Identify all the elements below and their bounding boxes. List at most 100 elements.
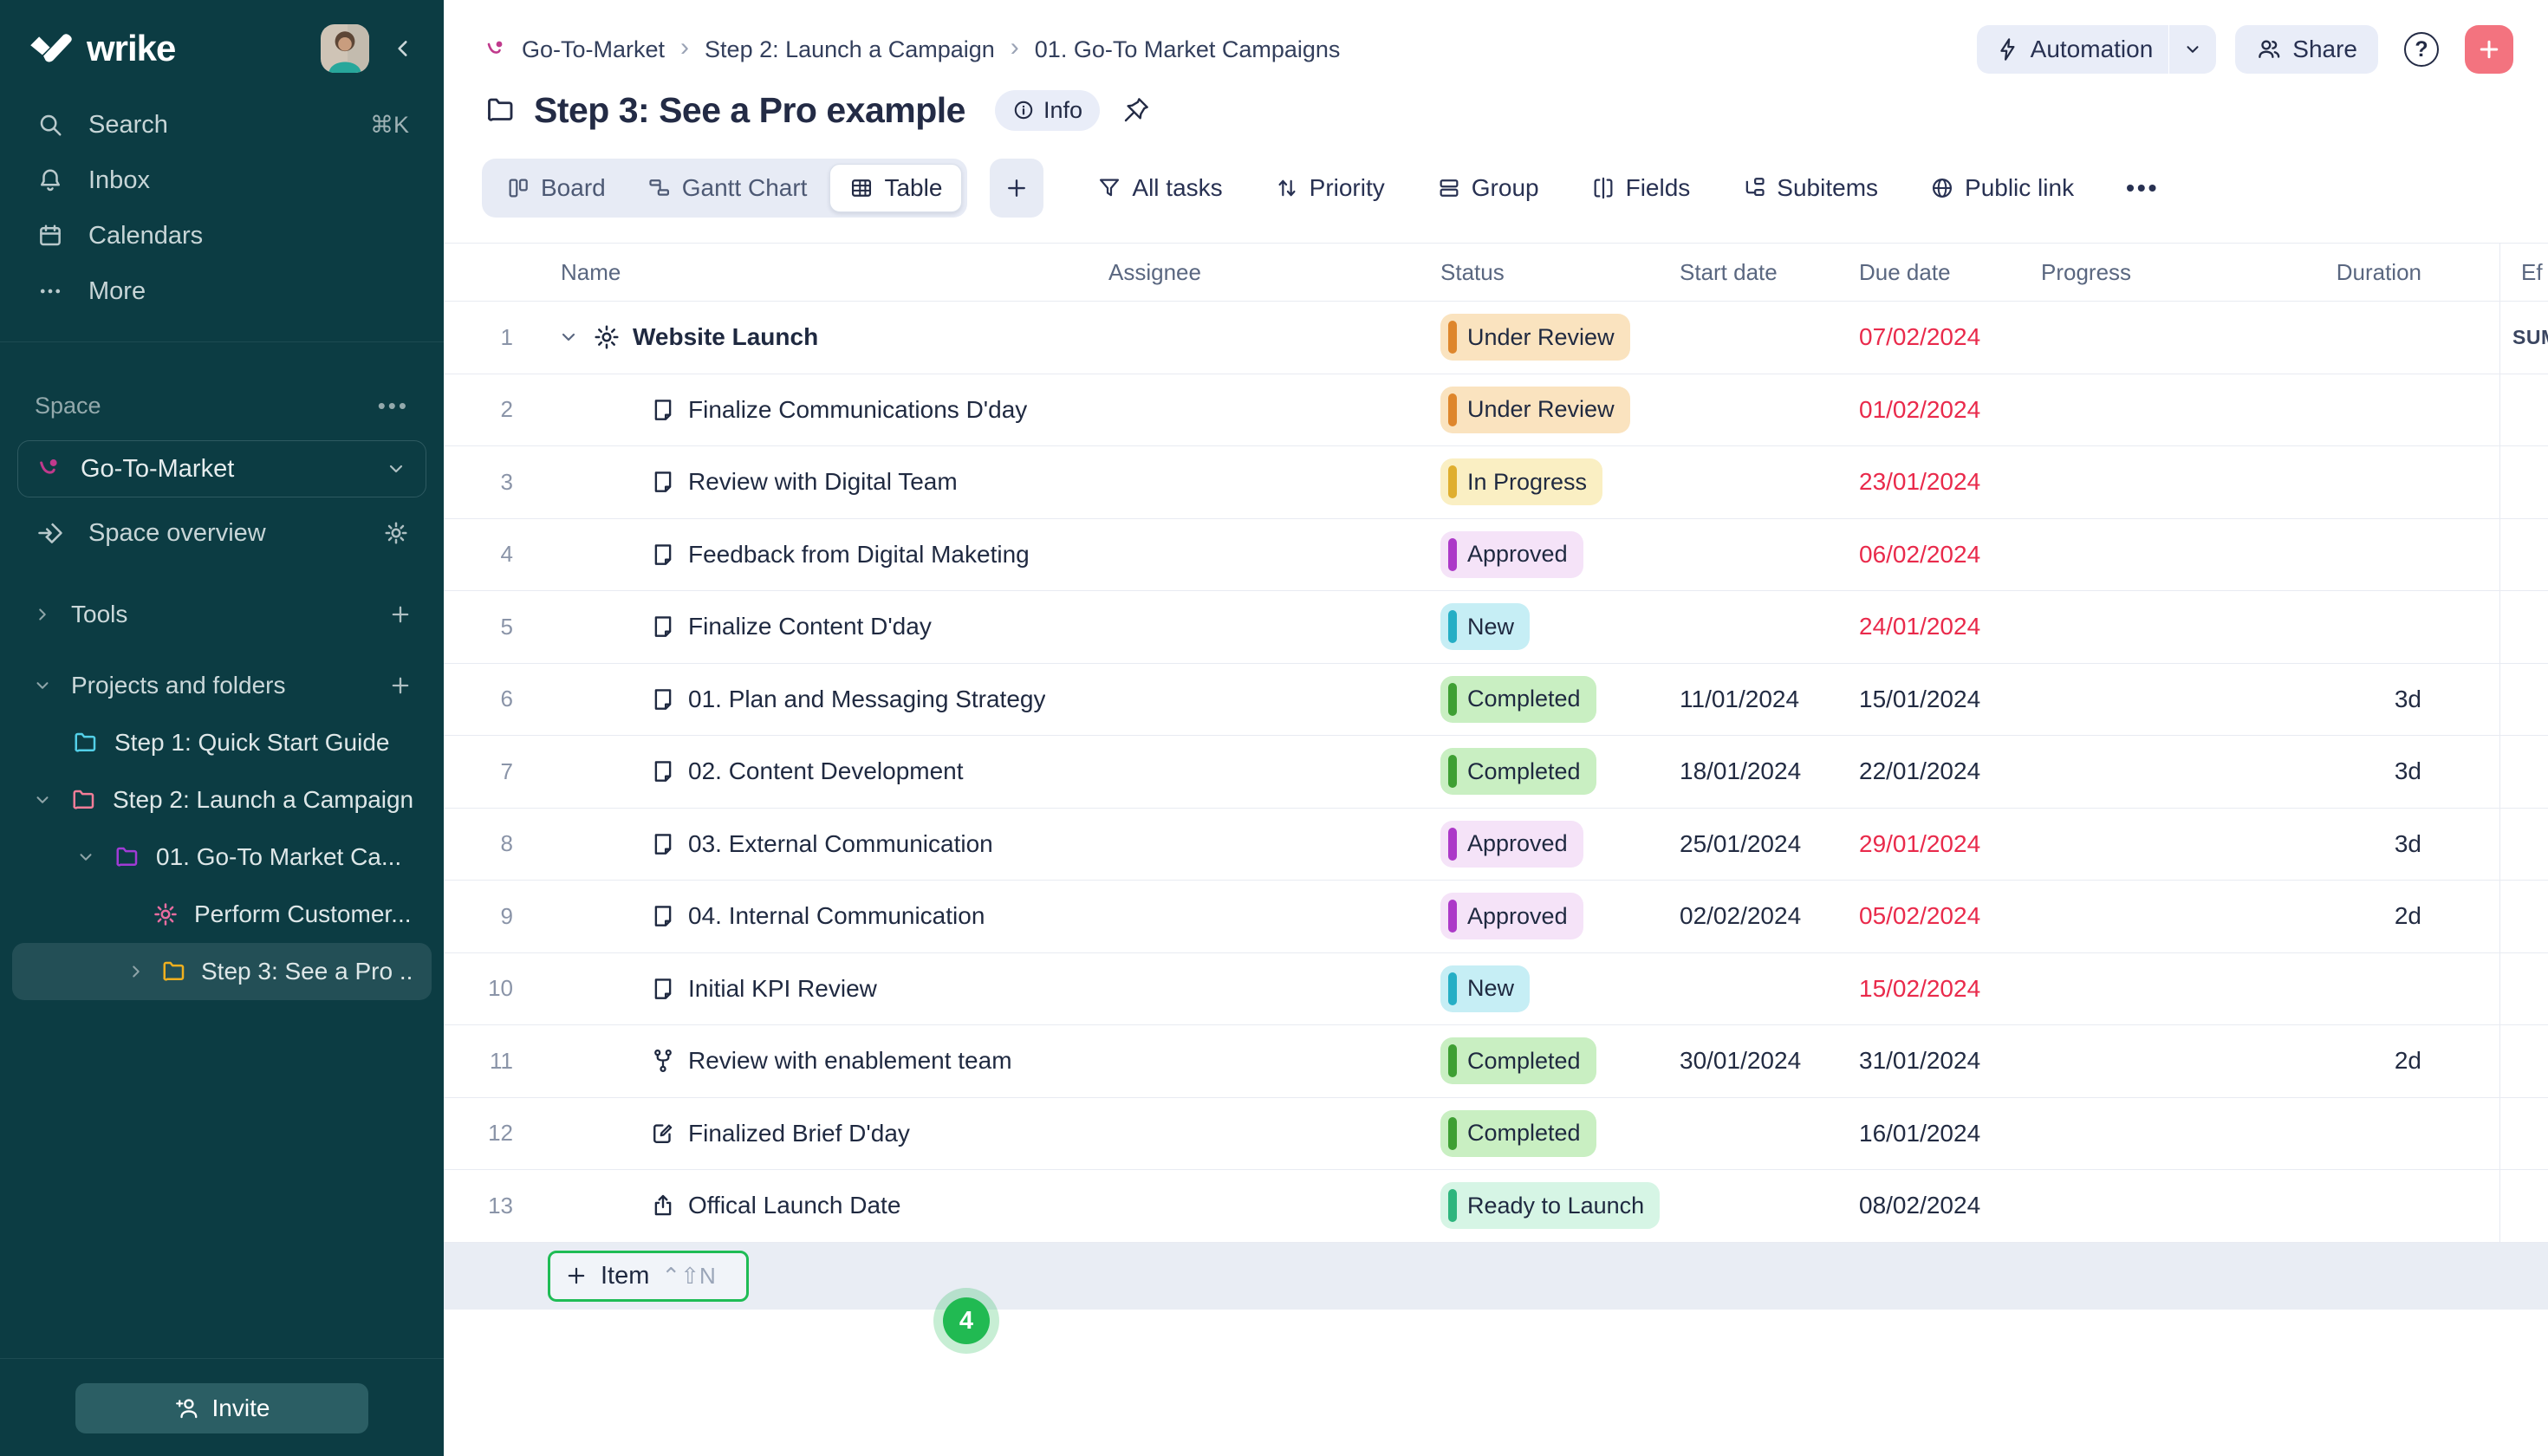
global-add-button[interactable] — [2465, 25, 2513, 74]
duration[interactable]: 3d — [2394, 757, 2421, 785]
column-header-assignee[interactable]: Assignee — [1108, 258, 1201, 285]
duration[interactable]: 2d — [2394, 1047, 2421, 1075]
task-name[interactable]: Feedback from Digital Maketing — [688, 540, 1030, 568]
table-row[interactable]: 9 04. Internal Communication Approved 02… — [444, 881, 2548, 953]
priority-sort-button[interactable]: Priority — [1270, 173, 1390, 203]
start-date[interactable]: 02/02/2024 — [1680, 902, 1802, 930]
status-badge[interactable]: Approved — [1440, 820, 1583, 868]
status-badge[interactable]: Completed — [1440, 1037, 1596, 1085]
due-date[interactable]: 29/01/2024 — [1859, 829, 1981, 857]
breadcrumb-item[interactable]: 01. Go-To Market Campaigns — [1034, 36, 1341, 62]
sidebar-item-space-overview[interactable]: Space overview — [0, 503, 444, 563]
sidebar-item-inbox[interactable]: Inbox — [0, 153, 444, 208]
task-name[interactable]: Review with Digital Team — [688, 468, 958, 496]
due-date[interactable]: 15/02/2024 — [1859, 974, 1981, 1002]
due-date[interactable]: 31/01/2024 — [1859, 1047, 1981, 1075]
start-date[interactable]: 30/01/2024 — [1680, 1047, 1802, 1075]
due-date[interactable]: 08/02/2024 — [1859, 1192, 1981, 1219]
chevron-down-icon[interactable] — [2169, 40, 2216, 59]
due-date[interactable]: 22/01/2024 — [1859, 757, 1981, 785]
status-badge[interactable]: In Progress — [1440, 458, 1603, 506]
table-row[interactable]: 1 Website Launch Under Review 07/02/2024… — [444, 302, 2548, 374]
due-date[interactable]: 07/02/2024 — [1859, 323, 1981, 351]
more-options-button[interactable]: ••• — [2121, 173, 2164, 203]
table-row[interactable]: 12 Finalized Brief D'day Completed 16/01… — [444, 1097, 2548, 1170]
due-date[interactable]: 16/01/2024 — [1859, 1119, 1981, 1147]
table-row[interactable]: 5 Finalize Content D'day New 24/01/2024 — [444, 591, 2548, 664]
tab-board[interactable]: Board — [487, 164, 625, 212]
public-link-button[interactable]: Public link — [1925, 173, 2079, 203]
add-view-button[interactable] — [990, 159, 1044, 218]
start-date[interactable]: 25/01/2024 — [1680, 829, 1802, 857]
task-name[interactable]: Website Launch — [633, 323, 819, 351]
status-badge[interactable]: Completed — [1440, 748, 1596, 796]
status-badge[interactable]: New — [1440, 603, 1531, 651]
duration[interactable]: 2d — [2394, 902, 2421, 930]
sidebar-item-perform-customer[interactable]: Perform Customer... — [0, 886, 444, 943]
table-row[interactable]: 13 Offical Launch Date Ready to Launch 0… — [444, 1170, 2548, 1243]
task-name[interactable]: Initial KPI Review — [688, 974, 877, 1002]
due-date[interactable]: 05/02/2024 — [1859, 902, 1981, 930]
due-date[interactable]: 06/02/2024 — [1859, 540, 1981, 568]
start-date[interactable]: 11/01/2024 — [1680, 685, 1800, 712]
expand-chevron-icon[interactable] — [558, 327, 579, 348]
status-badge[interactable]: Approved — [1440, 530, 1583, 578]
breadcrumb-item[interactable]: Step 2: Launch a Campaign — [705, 36, 995, 62]
add-item-button[interactable]: Item ⌃⇧N — [548, 1250, 749, 1302]
task-name[interactable]: Review with enablement team — [688, 1047, 1012, 1075]
group-button[interactable]: Group — [1432, 173, 1544, 203]
status-badge[interactable]: Completed — [1440, 1109, 1596, 1157]
table-row[interactable]: 6 01. Plan and Messaging Strategy Comple… — [444, 663, 2548, 736]
space-menu-icon[interactable]: ••• — [377, 393, 409, 419]
duration[interactable]: 3d — [2394, 685, 2421, 712]
status-badge[interactable]: Under Review — [1440, 386, 1630, 433]
sidebar-item-calendars[interactable]: Calendars — [0, 208, 444, 263]
table-row[interactable]: 10 Initial KPI Review New 15/02/2024 — [444, 952, 2548, 1025]
status-badge[interactable]: New — [1440, 965, 1531, 1012]
subitems-button[interactable]: Subitems — [1737, 173, 1883, 203]
status-badge[interactable]: Completed — [1440, 675, 1596, 723]
due-date[interactable]: 01/02/2024 — [1859, 395, 1981, 423]
tab-gantt-chart[interactable]: Gantt Chart — [628, 164, 827, 212]
sidebar-item-step2[interactable]: Step 2: Launch a Campaign — [0, 771, 444, 829]
invite-button[interactable]: Invite — [75, 1383, 368, 1433]
info-button[interactable]: Info — [994, 89, 1101, 131]
task-name[interactable]: 04. Internal Communication — [688, 902, 985, 930]
task-name[interactable]: Offical Launch Date — [688, 1192, 901, 1219]
avatar[interactable] — [321, 24, 369, 73]
due-date[interactable]: 15/01/2024 — [1859, 685, 1981, 712]
task-name[interactable]: 01. Plan and Messaging Strategy — [688, 685, 1046, 712]
task-name[interactable]: Finalize Communications D'day — [688, 395, 1028, 423]
table-row[interactable]: 2 Finalize Communications D'day Under Re… — [444, 374, 2548, 446]
table-row[interactable]: 3 Review with Digital Team In Progress 2… — [444, 446, 2548, 519]
column-header-due-date[interactable]: Due date — [1859, 258, 1951, 285]
tutorial-step-badge[interactable]: 4 — [943, 1297, 990, 1344]
table-row[interactable]: 7 02. Content Development Completed 18/0… — [444, 736, 2548, 809]
automation-button[interactable]: Automation — [1976, 25, 2217, 74]
tab-table-active[interactable]: Table — [829, 164, 963, 212]
sidebar-item-more[interactable]: More — [0, 263, 444, 319]
fields-button[interactable]: Fields — [1586, 173, 1696, 203]
space-selector[interactable]: Go-To-Market — [17, 440, 426, 497]
status-badge[interactable]: Ready to Launch — [1440, 1182, 1661, 1230]
task-name[interactable]: Finalize Content D'day — [688, 613, 932, 640]
help-button[interactable]: ? — [2397, 25, 2446, 74]
column-header-start-date[interactable]: Start date — [1680, 258, 1778, 285]
sidebar-item-step1[interactable]: Step 1: Quick Start Guide — [0, 714, 444, 771]
table-row[interactable]: 4 Feedback from Digital Maketing Approve… — [444, 518, 2548, 591]
column-header-status[interactable]: Status — [1440, 258, 1505, 285]
status-badge[interactable]: Under Review — [1440, 314, 1630, 361]
pin-icon[interactable] — [1117, 91, 1155, 129]
add-tool-icon[interactable] — [388, 602, 413, 627]
column-header-effort[interactable]: Ef — [2499, 244, 2548, 301]
sidebar-item-step3-selected[interactable]: Step 3: See a Pro ... — [12, 943, 432, 1000]
status-badge[interactable]: Approved — [1440, 893, 1583, 940]
column-header-name[interactable]: Name — [561, 258, 621, 285]
collapse-sidebar-icon[interactable] — [392, 37, 414, 60]
sidebar-item-search[interactable]: Search ⌘K — [0, 97, 444, 153]
task-name[interactable]: Finalized Brief D'day — [688, 1119, 910, 1147]
table-row[interactable]: 11 Review with enablement team Completed… — [444, 1025, 2548, 1098]
due-date[interactable]: 24/01/2024 — [1859, 613, 1981, 640]
sidebar-item-gtm-campaigns[interactable]: 01. Go-To Market Ca... — [0, 829, 444, 886]
breadcrumb-item[interactable]: Go-To-Market — [522, 36, 666, 62]
